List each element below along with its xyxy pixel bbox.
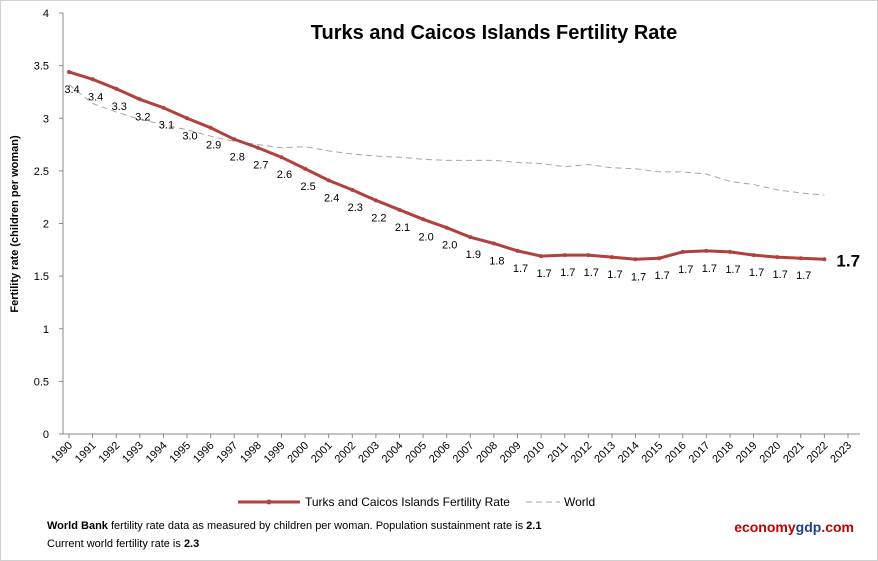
note-source: World Bank [47,520,109,532]
svg-text:Current world fertility rate i: Current world fertility rate is 2.3 [47,538,199,550]
point [255,145,260,150]
data-label: 1.7 [836,251,860,270]
point [421,217,426,222]
point [657,256,662,261]
point [822,257,827,262]
data-label: 1.7 [725,264,740,276]
point [609,255,614,260]
note-text: fertility rate data as measured by child… [111,520,524,532]
note-text: Current world fertility rate is [47,538,181,550]
data-label: 1.7 [773,269,788,281]
data-label: 2.5 [300,181,315,193]
data-label: 2.0 [418,231,433,243]
data-label: 2.0 [442,240,457,252]
data-label: 2.3 [348,202,363,214]
data-label: 1.7 [584,267,599,279]
y-tick-label: 3.5 [34,61,49,73]
legend-label: Turks and Caicos Islands Fertility Rate [305,495,510,509]
data-label: 3.4 [64,84,79,96]
data-label: 3.4 [88,91,103,103]
data-label: 2.7 [253,160,268,172]
data-label: 1.7 [560,267,575,279]
data-label: 2.9 [206,140,221,152]
data-label: 1.7 [796,270,811,282]
y-tick-label: 1.5 [34,271,49,283]
note-rate: 2.1 [526,520,541,532]
data-label: 2.1 [395,222,410,234]
point [727,249,732,254]
svg-text:World Bank fertility rate data: World Bank fertility rate data as measur… [47,520,541,532]
data-label: 2.8 [230,151,245,163]
notes: World Bank fertility rate data as measur… [47,519,854,550]
point [562,253,567,258]
data-label: 1.7 [536,268,551,280]
y-axis-title: Fertility rate (children per woman) [9,135,21,313]
brand: .com [821,519,854,535]
brand: gdp [796,519,822,535]
point [798,256,803,261]
chart-title: Turks and Caicos Islands Fertility Rate [311,22,677,44]
data-label: 3.1 [159,120,174,132]
svg-text:economygdp.com: economygdp.com [734,519,854,535]
data-label: 1.7 [702,263,717,275]
point [114,86,119,91]
brand: economy [734,519,796,535]
point [303,166,308,171]
data-label: 2.4 [324,192,339,204]
point [279,155,284,160]
point [137,97,142,102]
data-label: 2.6 [277,169,292,181]
data-label: 1.7 [678,264,693,276]
point [775,255,780,260]
point [208,125,213,130]
point [491,241,496,246]
point [185,116,190,121]
data-label: 1.7 [513,263,528,275]
point [586,253,591,258]
y-tick-label: 4 [43,8,49,20]
y-tick-label: 3 [43,113,49,125]
legend-swatch [266,499,272,505]
y-tick-label: 2.5 [34,166,49,178]
point [232,137,237,142]
point [515,248,520,253]
y-tick-label: 0 [43,429,49,441]
point [326,178,331,183]
point [704,248,709,253]
point [397,207,402,212]
point [633,257,638,262]
point [751,253,756,258]
point [350,187,355,192]
point [539,254,544,259]
point [373,198,378,203]
data-label: 1.7 [655,270,670,282]
point [161,105,166,110]
series-line [68,84,825,196]
data-label: 1.7 [607,269,622,281]
point [444,225,449,230]
legend-label: World [564,495,595,509]
data-label: 3.2 [135,111,150,123]
data-label: 1.8 [489,255,504,267]
y-tick-label: 0.5 [34,376,49,388]
data-label: 1.9 [466,249,481,261]
point [468,235,473,240]
data-label: 2.2 [371,212,386,224]
y-tick-label: 1 [43,324,49,336]
point [67,69,71,74]
note-rate: 2.3 [184,538,199,550]
data-label: 1.7 [749,267,764,279]
y-tick-label: 2 [43,219,49,231]
data-label: 1.7 [631,271,646,283]
point [90,77,95,82]
point [680,249,685,254]
data-label: 3.0 [182,130,197,142]
data-label: 3.3 [112,101,127,113]
